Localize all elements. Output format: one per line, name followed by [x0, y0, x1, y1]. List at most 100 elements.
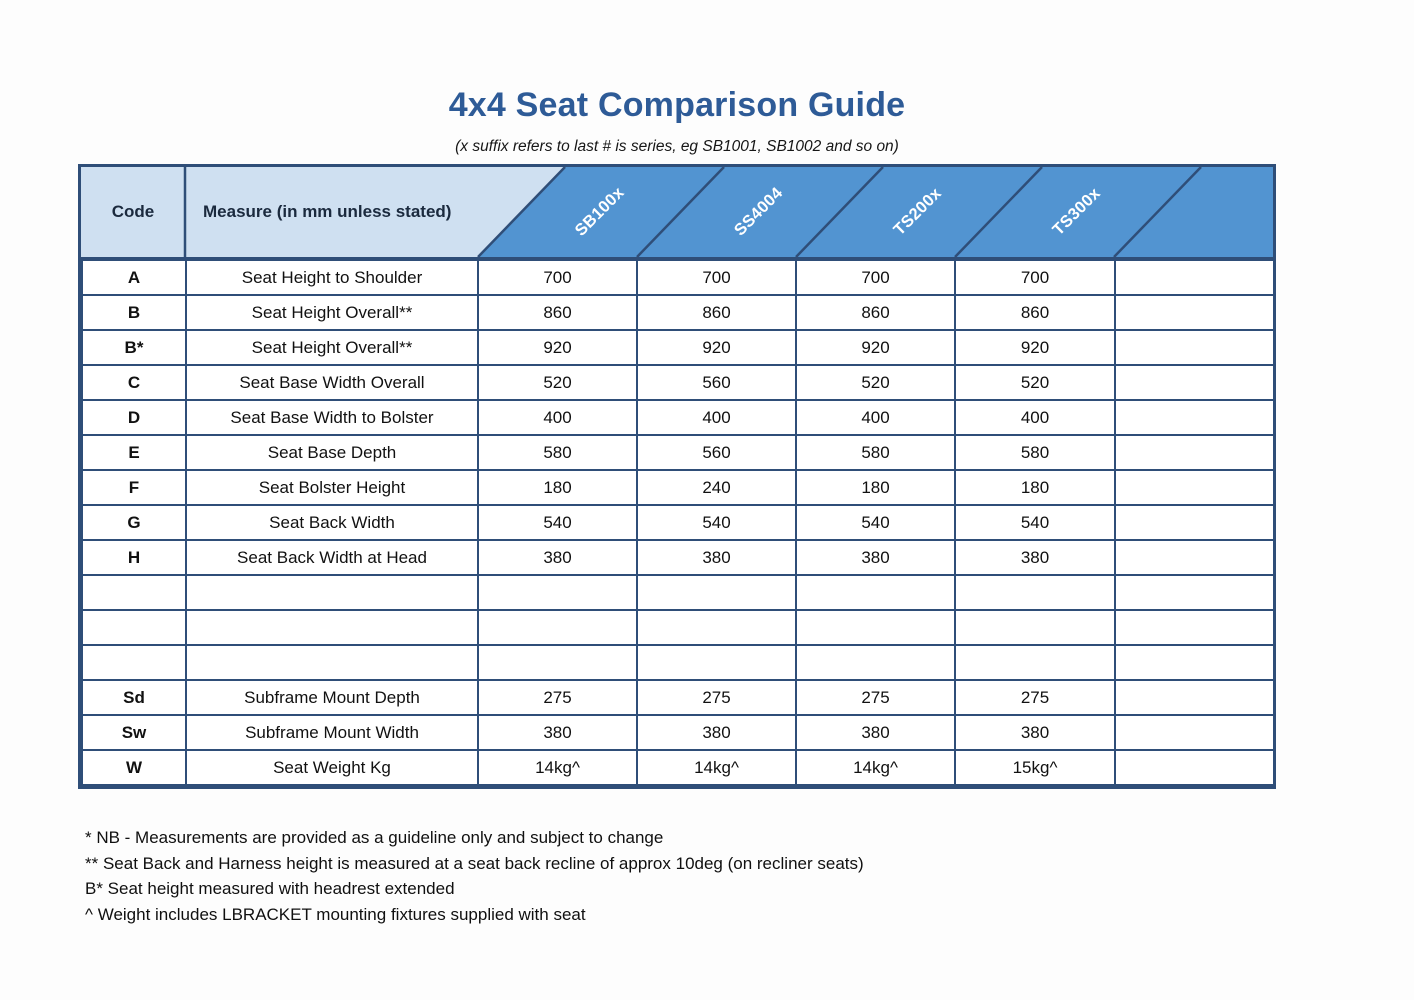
extra-cell	[1114, 609, 1275, 646]
extra-cell	[1114, 469, 1275, 506]
value-cell: 700	[795, 259, 956, 296]
table-row: D Seat Base Width to Bolster 400 400 400 400	[81, 399, 1275, 436]
code-cell: A	[81, 259, 187, 296]
extra-cell	[1114, 294, 1275, 331]
measure-cell: Subframe Mount Depth	[185, 679, 479, 716]
value-cell: 400	[477, 399, 638, 436]
value-cell: 860	[954, 294, 1116, 331]
extra-cell	[1114, 679, 1275, 716]
value-cell	[795, 644, 956, 681]
code-cell: Sw	[81, 714, 187, 751]
extra-cell	[1114, 749, 1275, 786]
diagonal-divider-line	[954, 167, 1043, 257]
measure-cell	[185, 609, 479, 646]
value-cell: 400	[795, 399, 956, 436]
value-cell: 275	[795, 679, 956, 716]
footnote-line: B* Seat height measured with headrest ex…	[85, 879, 455, 898]
value-cell: 15kg^	[954, 749, 1116, 786]
diagonal-divider-line	[477, 167, 566, 257]
extra-cell	[1114, 539, 1275, 576]
value-cell: 580	[954, 434, 1116, 471]
measure-cell	[185, 644, 479, 681]
code-cell: E	[81, 434, 187, 471]
value-cell: 540	[795, 504, 956, 541]
light-blue-header-shape	[81, 167, 565, 257]
measure-cell: Seat Height Overall**	[185, 294, 479, 331]
code-column-header: Code	[111, 202, 155, 221]
value-cell: 380	[636, 714, 797, 751]
value-cell: 920	[636, 329, 797, 366]
table-row: F Seat Bolster Height 180 240 180 180	[81, 469, 1275, 506]
comparison-table: Code Measure (in mm unless stated) SB100…	[78, 164, 1276, 789]
measure-cell: Seat Height Overall**	[185, 329, 479, 366]
extra-cell	[1114, 504, 1275, 541]
table-row: E Seat Base Depth 580 560 580 580	[81, 434, 1275, 471]
table-row: W Seat Weight Kg 14kg^ 14kg^ 14kg^ 15kg^	[81, 749, 1275, 786]
value-cell: 380	[954, 714, 1116, 751]
value-cell: 580	[795, 434, 956, 471]
value-cell: 860	[477, 294, 638, 331]
value-cell: 580	[477, 434, 638, 471]
footnote-line: ** Seat Back and Harness height is measu…	[85, 853, 864, 873]
measure-cell: Seat Back Width at Head	[185, 539, 479, 576]
extra-cell	[1114, 574, 1275, 611]
table-row: Sw Subframe Mount Width 380 380 380 380	[81, 714, 1275, 751]
value-cell: 275	[636, 679, 797, 716]
measure-cell: Seat Height to Shoulder	[185, 259, 479, 296]
table-row	[81, 574, 1275, 611]
extra-cell	[1114, 714, 1275, 751]
value-cell: 560	[636, 434, 797, 471]
value-cell: 540	[954, 504, 1116, 541]
value-cell	[477, 609, 638, 646]
code-cell: B*	[81, 329, 187, 366]
table-header-band: Code Measure (in mm unless stated) SB100…	[81, 167, 1273, 259]
value-cell	[477, 644, 638, 681]
extra-cell	[1114, 329, 1275, 366]
value-cell: 860	[795, 294, 956, 331]
value-cell: 380	[795, 539, 956, 576]
code-cell	[81, 574, 187, 611]
value-cell	[636, 574, 797, 611]
value-cell: 400	[636, 399, 797, 436]
measure-cell: Seat Base Width to Bolster	[185, 399, 479, 436]
value-cell: 14kg^	[636, 749, 797, 786]
value-cell	[954, 644, 1116, 681]
value-cell	[954, 609, 1116, 646]
value-cell: 920	[954, 329, 1116, 366]
table-row: H Seat Back Width at Head 380 380 380 380	[81, 539, 1275, 576]
value-cell	[636, 609, 797, 646]
value-cell	[795, 574, 956, 611]
measure-cell: Subframe Mount Width	[185, 714, 479, 751]
table-row: B Seat Height Overall** 860 860 860 860	[81, 294, 1275, 331]
extra-cell	[1114, 434, 1275, 471]
value-cell: 240	[636, 469, 797, 506]
footnote-line: * NB - Measurements are provided as a gu…	[85, 828, 664, 847]
diagonal-divider-line	[636, 167, 725, 257]
value-cell: 540	[636, 504, 797, 541]
value-cell: 520	[954, 364, 1116, 401]
value-cell: 180	[954, 469, 1116, 506]
value-cell: 180	[795, 469, 956, 506]
table-row: B* Seat Height Overall** 920 920 920 920	[81, 329, 1275, 366]
page-title: 4x4 Seat Comparison Guide	[448, 86, 906, 124]
diagonal-divider-line	[1113, 167, 1202, 257]
measure-cell	[185, 574, 479, 611]
measure-cell: Seat Base Width Overall	[185, 364, 479, 401]
measure-cell: Seat Bolster Height	[185, 469, 479, 506]
value-cell: 700	[636, 259, 797, 296]
extra-cell	[1114, 364, 1275, 401]
table-row	[81, 609, 1275, 646]
table-row: A Seat Height to Shoulder 700 700 700 700	[81, 259, 1275, 296]
value-cell: 920	[795, 329, 956, 366]
code-cell: C	[81, 364, 187, 401]
value-cell: 380	[954, 539, 1116, 576]
value-cell: 275	[954, 679, 1116, 716]
value-cell: 540	[477, 504, 638, 541]
value-cell: 275	[477, 679, 638, 716]
measure-cell: Seat Base Depth	[185, 434, 479, 471]
extra-cell	[1114, 644, 1275, 681]
measurements-table: A Seat Height to Shoulder 700 700 700 700 B Sea…	[81, 259, 1275, 786]
value-cell: 380	[636, 539, 797, 576]
value-cell	[954, 574, 1116, 611]
